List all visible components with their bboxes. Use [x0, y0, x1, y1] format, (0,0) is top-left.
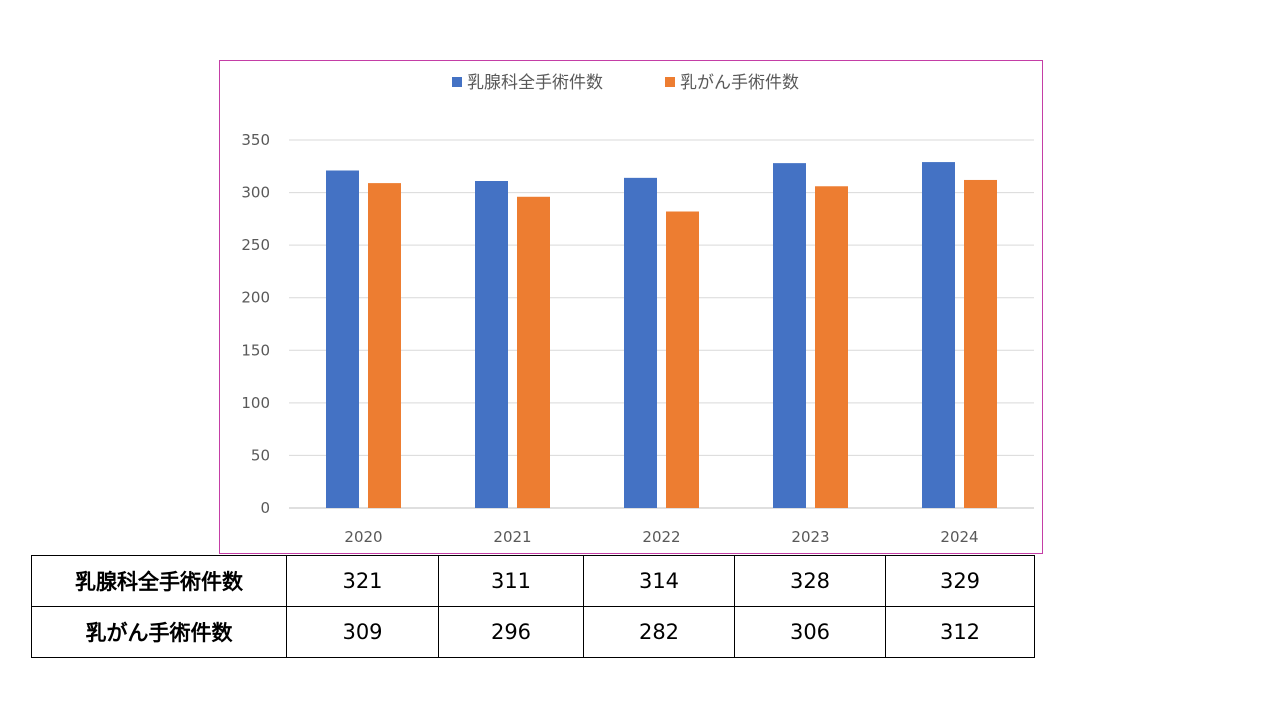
- bar-cancer: [815, 186, 848, 508]
- x-tick-label: 2024: [940, 528, 978, 546]
- table-cell: 328: [734, 555, 886, 607]
- x-tick-label: 2022: [642, 528, 680, 546]
- bar-cancer: [666, 211, 699, 509]
- table-cell: 329: [885, 555, 1035, 607]
- y-tick-label: 100: [241, 394, 270, 412]
- table-row: 乳がん手術件数 309 296 282 306 312: [31, 606, 1035, 658]
- chart-frame: 0 50 100 150 200 250 300 350 2020 2021 2022 2023 202…: [219, 60, 1043, 554]
- x-tick-label: 2021: [493, 528, 531, 546]
- table-cell: 282: [583, 606, 735, 658]
- data-table: 乳腺科全手術件数 321 311 314 328 329 乳がん手術件数 309 296 282 3…: [31, 555, 1035, 658]
- bar-chart: 0 50 100 150 200 250 300 350 2020 2021 2022 2023 202…: [241, 73, 1034, 546]
- bar-cancer: [368, 183, 401, 508]
- table-cell: 314: [583, 555, 735, 607]
- y-tick-label: 50: [251, 446, 270, 464]
- x-tick-label: 2023: [791, 528, 829, 546]
- bar-cancer: [517, 196, 550, 508]
- table-cell: 309: [286, 606, 439, 658]
- table-body: 乳腺科全手術件数 321 311 314 328 329 乳がん手術件数 309 296 282 3…: [31, 555, 1035, 658]
- table-cell: 311: [438, 555, 584, 607]
- legend-label: 乳がん手術件数: [680, 73, 799, 93]
- row-header: 乳腺科全手術件数: [31, 555, 287, 607]
- bar-cancer: [964, 179, 997, 508]
- bar-total: [922, 162, 955, 508]
- y-tick-label: 350: [241, 131, 270, 149]
- table-cell: 306: [734, 606, 886, 658]
- legend-swatch: [665, 77, 675, 87]
- legend-swatch: [452, 77, 462, 87]
- y-tick-label: 200: [241, 289, 270, 307]
- legend-label: 乳腺科全手術件数: [467, 73, 603, 93]
- y-tick-label: 300: [241, 184, 270, 202]
- y-tick-label: 250: [241, 236, 270, 254]
- row-header: 乳がん手術件数: [31, 606, 287, 658]
- bar-total: [624, 177, 657, 508]
- bar-total: [326, 170, 359, 508]
- table-cell: 312: [885, 606, 1035, 658]
- bar-total: [773, 163, 806, 508]
- table-row: 乳腺科全手術件数 321 311 314 328 329: [31, 555, 1035, 607]
- x-tick-label: 2020: [344, 528, 382, 546]
- table-cell: 296: [438, 606, 584, 658]
- y-tick-label: 0: [260, 499, 270, 517]
- table-cell: 321: [286, 555, 439, 607]
- y-tick-label: 150: [241, 341, 270, 359]
- bar-total: [475, 181, 508, 508]
